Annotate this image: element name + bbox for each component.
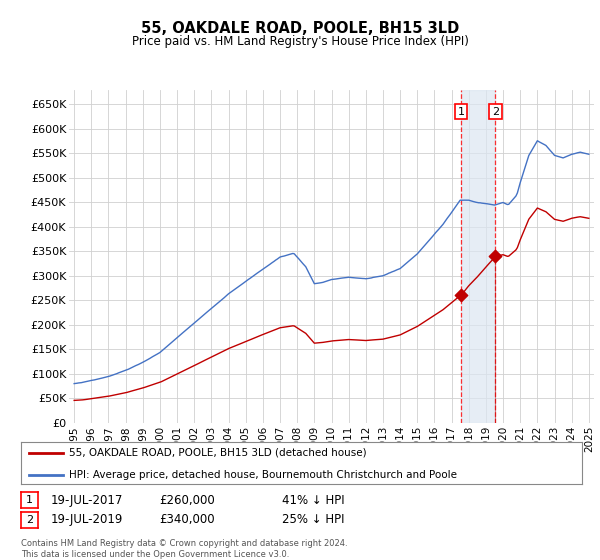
Text: 19-JUL-2017: 19-JUL-2017: [51, 493, 124, 507]
Text: 25% ↓ HPI: 25% ↓ HPI: [282, 513, 344, 526]
Text: 2: 2: [491, 106, 499, 116]
Point: [490, 252, 500, 261]
Text: 19-JUL-2019: 19-JUL-2019: [51, 513, 124, 526]
Text: 55, OAKDALE ROAD, POOLE, BH15 3LD (detached house): 55, OAKDALE ROAD, POOLE, BH15 3LD (detac…: [68, 448, 367, 458]
Text: 1: 1: [26, 495, 33, 505]
Text: 1: 1: [457, 106, 464, 116]
Text: £340,000: £340,000: [159, 513, 215, 526]
Text: Price paid vs. HM Land Registry's House Price Index (HPI): Price paid vs. HM Land Registry's House …: [131, 35, 469, 48]
Text: 2: 2: [26, 515, 33, 525]
Text: 41% ↓ HPI: 41% ↓ HPI: [282, 493, 344, 507]
Text: Contains HM Land Registry data © Crown copyright and database right 2024.
This d: Contains HM Land Registry data © Crown c…: [21, 539, 347, 559]
Text: £260,000: £260,000: [159, 493, 215, 507]
Text: 55, OAKDALE ROAD, POOLE, BH15 3LD: 55, OAKDALE ROAD, POOLE, BH15 3LD: [141, 21, 459, 36]
Text: HPI: Average price, detached house, Bournemouth Christchurch and Poole: HPI: Average price, detached house, Bour…: [68, 470, 457, 480]
Point: [456, 291, 466, 300]
Bar: [461, 90, 495, 423]
